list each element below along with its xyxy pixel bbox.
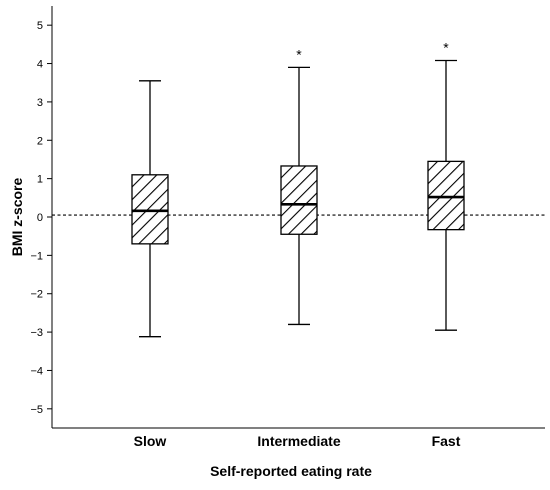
y-tick-label: −3 bbox=[30, 327, 43, 339]
box-intermediate bbox=[280, 165, 318, 235]
x-tick-label: Intermediate bbox=[257, 433, 340, 449]
box-slow bbox=[131, 174, 169, 245]
y-tick-label: −2 bbox=[30, 289, 43, 301]
y-tick-label: 5 bbox=[37, 20, 43, 32]
y-axis-title: BMI z-score bbox=[9, 178, 25, 257]
y-tick-label: 1 bbox=[37, 174, 43, 186]
box-fast bbox=[427, 160, 465, 231]
significance-marker: * bbox=[443, 39, 449, 55]
y-tick-label: 3 bbox=[37, 97, 43, 109]
y-tick-label: −4 bbox=[30, 365, 43, 377]
x-axis-title: Self-reported eating rate bbox=[210, 463, 372, 479]
y-tick-label: −5 bbox=[30, 404, 43, 416]
x-tick-label: Fast bbox=[432, 433, 461, 449]
y-tick-label: −1 bbox=[30, 250, 43, 262]
significance-marker: * bbox=[296, 46, 302, 62]
y-tick-label: 2 bbox=[37, 135, 43, 147]
x-tick-label: Slow bbox=[134, 433, 167, 449]
y-tick-label: 0 bbox=[37, 212, 43, 224]
y-tick-label: 4 bbox=[37, 59, 43, 71]
